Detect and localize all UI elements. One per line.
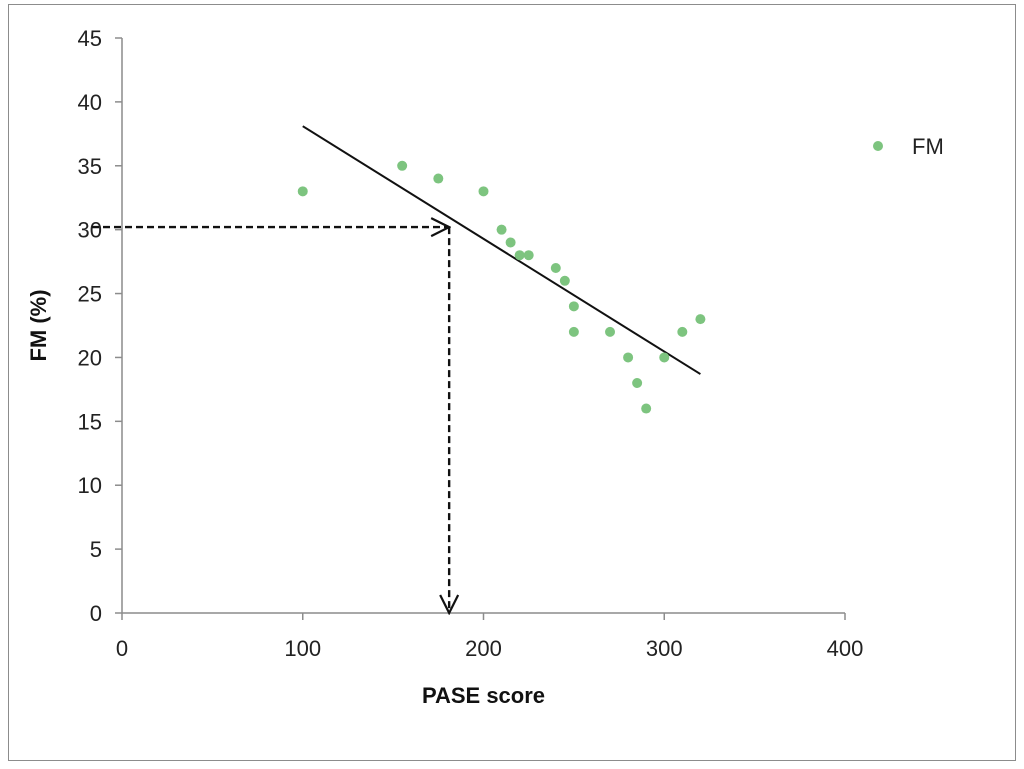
data-point	[496, 224, 507, 235]
y-tick-label: 25	[78, 282, 102, 307]
data-point	[568, 301, 579, 312]
y-tick-label: 20	[78, 345, 102, 370]
data-point	[523, 250, 534, 261]
trendline	[302, 125, 701, 375]
data-point	[605, 326, 616, 337]
data-point	[514, 250, 525, 261]
y-tick-label: 10	[78, 473, 102, 498]
legend-label: FM	[912, 134, 944, 159]
data-point	[632, 378, 643, 388]
data-point	[695, 314, 706, 325]
y-tick-label: 15	[78, 409, 102, 434]
x-tick-label: 400	[827, 636, 864, 661]
y-tick-label: 45	[78, 26, 102, 51]
data-point	[568, 326, 579, 337]
legend-marker	[873, 141, 883, 151]
axes	[121, 38, 845, 614]
data-point	[623, 352, 634, 363]
reference-arrows	[92, 227, 449, 613]
data-point	[641, 403, 652, 414]
x-tick-label: 0	[116, 636, 128, 661]
data-point	[433, 173, 444, 184]
data-point	[559, 275, 570, 286]
data-point	[505, 237, 516, 248]
y-axis-title: FM (%)	[26, 289, 51, 361]
data-points	[297, 160, 706, 414]
data-point	[478, 186, 489, 197]
y-tick-label: 30	[78, 218, 102, 243]
x-tick-label: 200	[465, 636, 502, 661]
y-tick-label: 0	[90, 601, 102, 626]
x-axis-title: PASE score	[422, 683, 545, 708]
data-point	[659, 352, 670, 363]
data-point	[677, 326, 688, 337]
x-tick-label: 300	[646, 636, 683, 661]
chart-frame	[8, 4, 1016, 761]
y-tick-label: 35	[78, 154, 102, 179]
y-tick-label: 40	[78, 90, 102, 115]
y-axis-ticks: 0 5 10 15 20 25 30 35 40 45	[78, 26, 122, 626]
x-axis-ticks: 0 100 200 300 400	[116, 613, 863, 661]
x-tick-label: 100	[284, 636, 321, 661]
data-point	[297, 186, 308, 197]
legend: FM	[873, 134, 944, 159]
y-tick-label: 5	[90, 537, 102, 562]
data-point	[550, 263, 561, 273]
data-point	[397, 160, 408, 171]
trendline-layer	[302, 125, 701, 375]
